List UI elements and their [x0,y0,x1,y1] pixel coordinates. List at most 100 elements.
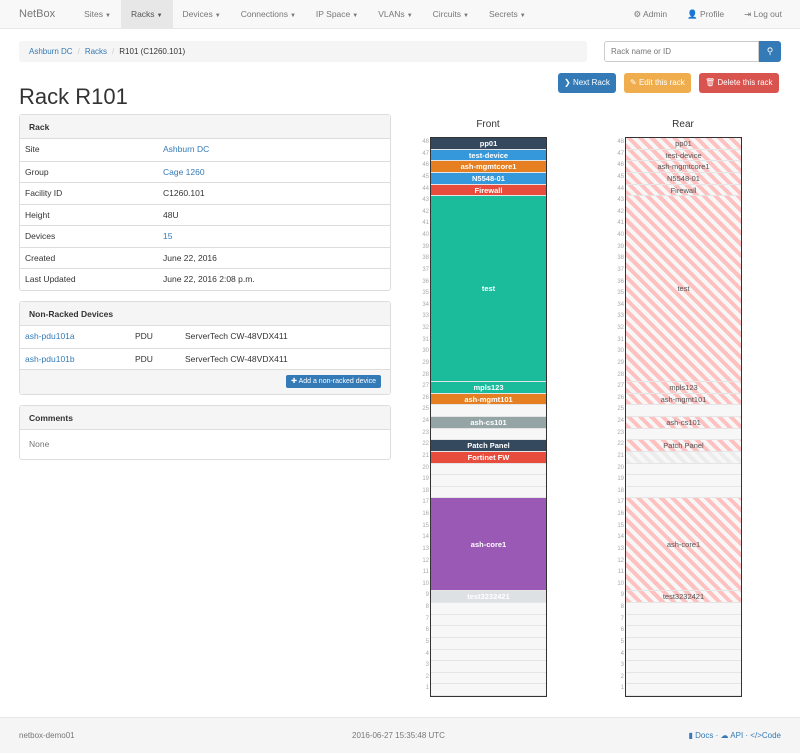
nav-secrets[interactable]: Secrets ▼ [479,0,536,29]
unit-number: 12 [617,557,624,564]
unit-number: 5 [425,638,429,645]
rear-device[interactable]: ash-mgmt101 [626,393,741,406]
caret-down-icon: ▼ [214,12,221,19]
empty-unit[interactable] [626,650,741,662]
rear-device[interactable]: mpls123 [626,382,741,394]
row-value: C1260.101 [163,188,205,198]
chevron-right-icon: ❯ [564,78,573,87]
rear-device[interactable]: test3232421 [626,591,741,603]
unit-number: 22 [422,441,429,448]
empty-unit[interactable] [431,650,546,662]
empty-unit[interactable] [626,429,741,441]
front-device[interactable]: pp01 [431,138,546,150]
nav-circuits[interactable]: Circuits ▼ [423,0,479,29]
add-non-racked-device-button[interactable]: ✚ Add a non-racked device [286,375,381,388]
empty-unit[interactable] [626,487,741,499]
nav-sites[interactable]: Sites ▼ [74,0,121,29]
code-link[interactable]: Code [761,731,781,740]
unit-number: 25 [422,406,429,413]
rear-device[interactable]: test [626,196,741,383]
brand-logo[interactable]: NetBox [19,8,56,20]
docs-link[interactable]: Docs [695,731,714,740]
rack-panel-title: Rack [20,115,390,139]
empty-unit[interactable] [626,475,741,487]
rear-device[interactable]: ash-mgmtcore1 [626,161,741,173]
front-device[interactable]: ash-cs101 [431,417,546,429]
empty-unit[interactable] [626,684,741,696]
empty-unit[interactable] [431,487,546,499]
empty-unit[interactable] [626,405,741,417]
device-link[interactable]: ash-pdu101a [25,331,75,341]
nav-devices[interactable]: Devices ▼ [173,0,231,29]
search-input[interactable] [604,41,759,62]
empty-unit[interactable] [626,603,741,615]
row-value[interactable]: Cage 1260 [163,166,205,177]
rear-device[interactable]: Firewall [626,184,741,197]
unit-number: 28 [422,371,429,378]
front-device[interactable]: N5548-01 [431,172,546,185]
empty-unit[interactable] [431,638,546,650]
nav-log-out[interactable]: ⇥ Log out [734,0,792,29]
empty-unit[interactable] [626,615,741,627]
footer-time: 2016-06-27 15:35:48 UTC [352,731,445,740]
empty-unit[interactable] [626,626,741,638]
device-type: ServerTech CW-48VDX411 [185,353,288,364]
comments-title: Comments [20,406,390,430]
rear-device[interactable] [626,451,741,464]
row-value[interactable]: Ashburn DC [163,144,210,154]
front-device[interactable]: test [431,196,546,383]
empty-unit[interactable] [626,638,741,650]
rear-device[interactable]: Patch Panel [626,440,741,452]
front-device[interactable]: Patch Panel [431,440,546,452]
front-device[interactable]: ash-mgmtcore1 [431,161,546,173]
nav-label: Sites [84,8,103,19]
nav-admin[interactable]: ⚙ Admin [623,0,677,29]
rear-device[interactable]: N5548-01 [626,172,741,185]
search-button[interactable]: ⚲ [759,41,781,62]
rear-device[interactable]: pp01 [626,138,741,150]
front-device[interactable]: test3232421 [431,591,546,603]
unit-number: 48 [617,139,624,145]
api-link[interactable]: API [730,731,744,740]
empty-unit[interactable] [431,464,546,476]
empty-unit[interactable] [431,661,546,673]
front-device[interactable]: Fortinet FW [431,451,546,464]
rear-device[interactable]: ash-core1 [626,498,741,592]
breadcrumb-racks[interactable]: Racks [84,47,108,56]
nav-vlans[interactable]: VLANs ▼ [368,0,422,29]
empty-unit[interactable] [431,615,546,627]
device-link[interactable]: ash-pdu101b [25,353,75,364]
front-device[interactable]: test-device [431,149,546,162]
empty-unit[interactable] [431,475,546,487]
nav-profile[interactable]: 👤 Profile [677,0,734,29]
breadcrumb-site[interactable]: Ashburn DC [29,47,73,56]
empty-unit[interactable] [626,661,741,673]
nav-connections[interactable]: Connections ▼ [231,0,306,29]
caret-down-icon: ▼ [104,12,111,19]
empty-unit[interactable] [431,626,546,638]
device-role: PDU [135,353,153,364]
edit-rack-button[interactable]: ✎ Edit this rack [624,73,691,93]
front-device[interactable]: ash-mgmt101 [431,393,546,406]
nav-racks[interactable]: Racks ▼ [120,0,173,29]
unit-number: 15 [422,522,429,529]
unit-number: 45 [422,173,429,180]
front-device[interactable]: Firewall [431,184,546,197]
empty-unit[interactable] [431,405,546,417]
delete-rack-label: Delete this rack [717,78,773,87]
nav-ip-space[interactable]: IP Space ▼ [306,0,368,29]
empty-unit[interactable] [431,603,546,615]
front-device[interactable]: mpls123 [431,382,546,394]
empty-unit[interactable] [626,673,741,685]
empty-unit[interactable] [431,429,546,441]
navbar: NetBox Sites ▼ Racks ▼ Devices ▼ Connections ▼ I… [0,0,800,29]
delete-rack-button[interactable]: 🗑 Delete this rack [699,73,779,93]
rear-device[interactable]: test-device [626,149,741,162]
next-rack-button[interactable]: ❯ Next Rack [558,73,616,93]
empty-unit[interactable] [431,673,546,685]
front-device[interactable]: ash-core1 [431,498,546,592]
rear-device[interactable]: ash-cs101 [626,417,741,429]
row-value[interactable]: 15 [163,231,173,241]
empty-unit[interactable] [431,684,546,696]
empty-unit[interactable] [626,464,741,476]
